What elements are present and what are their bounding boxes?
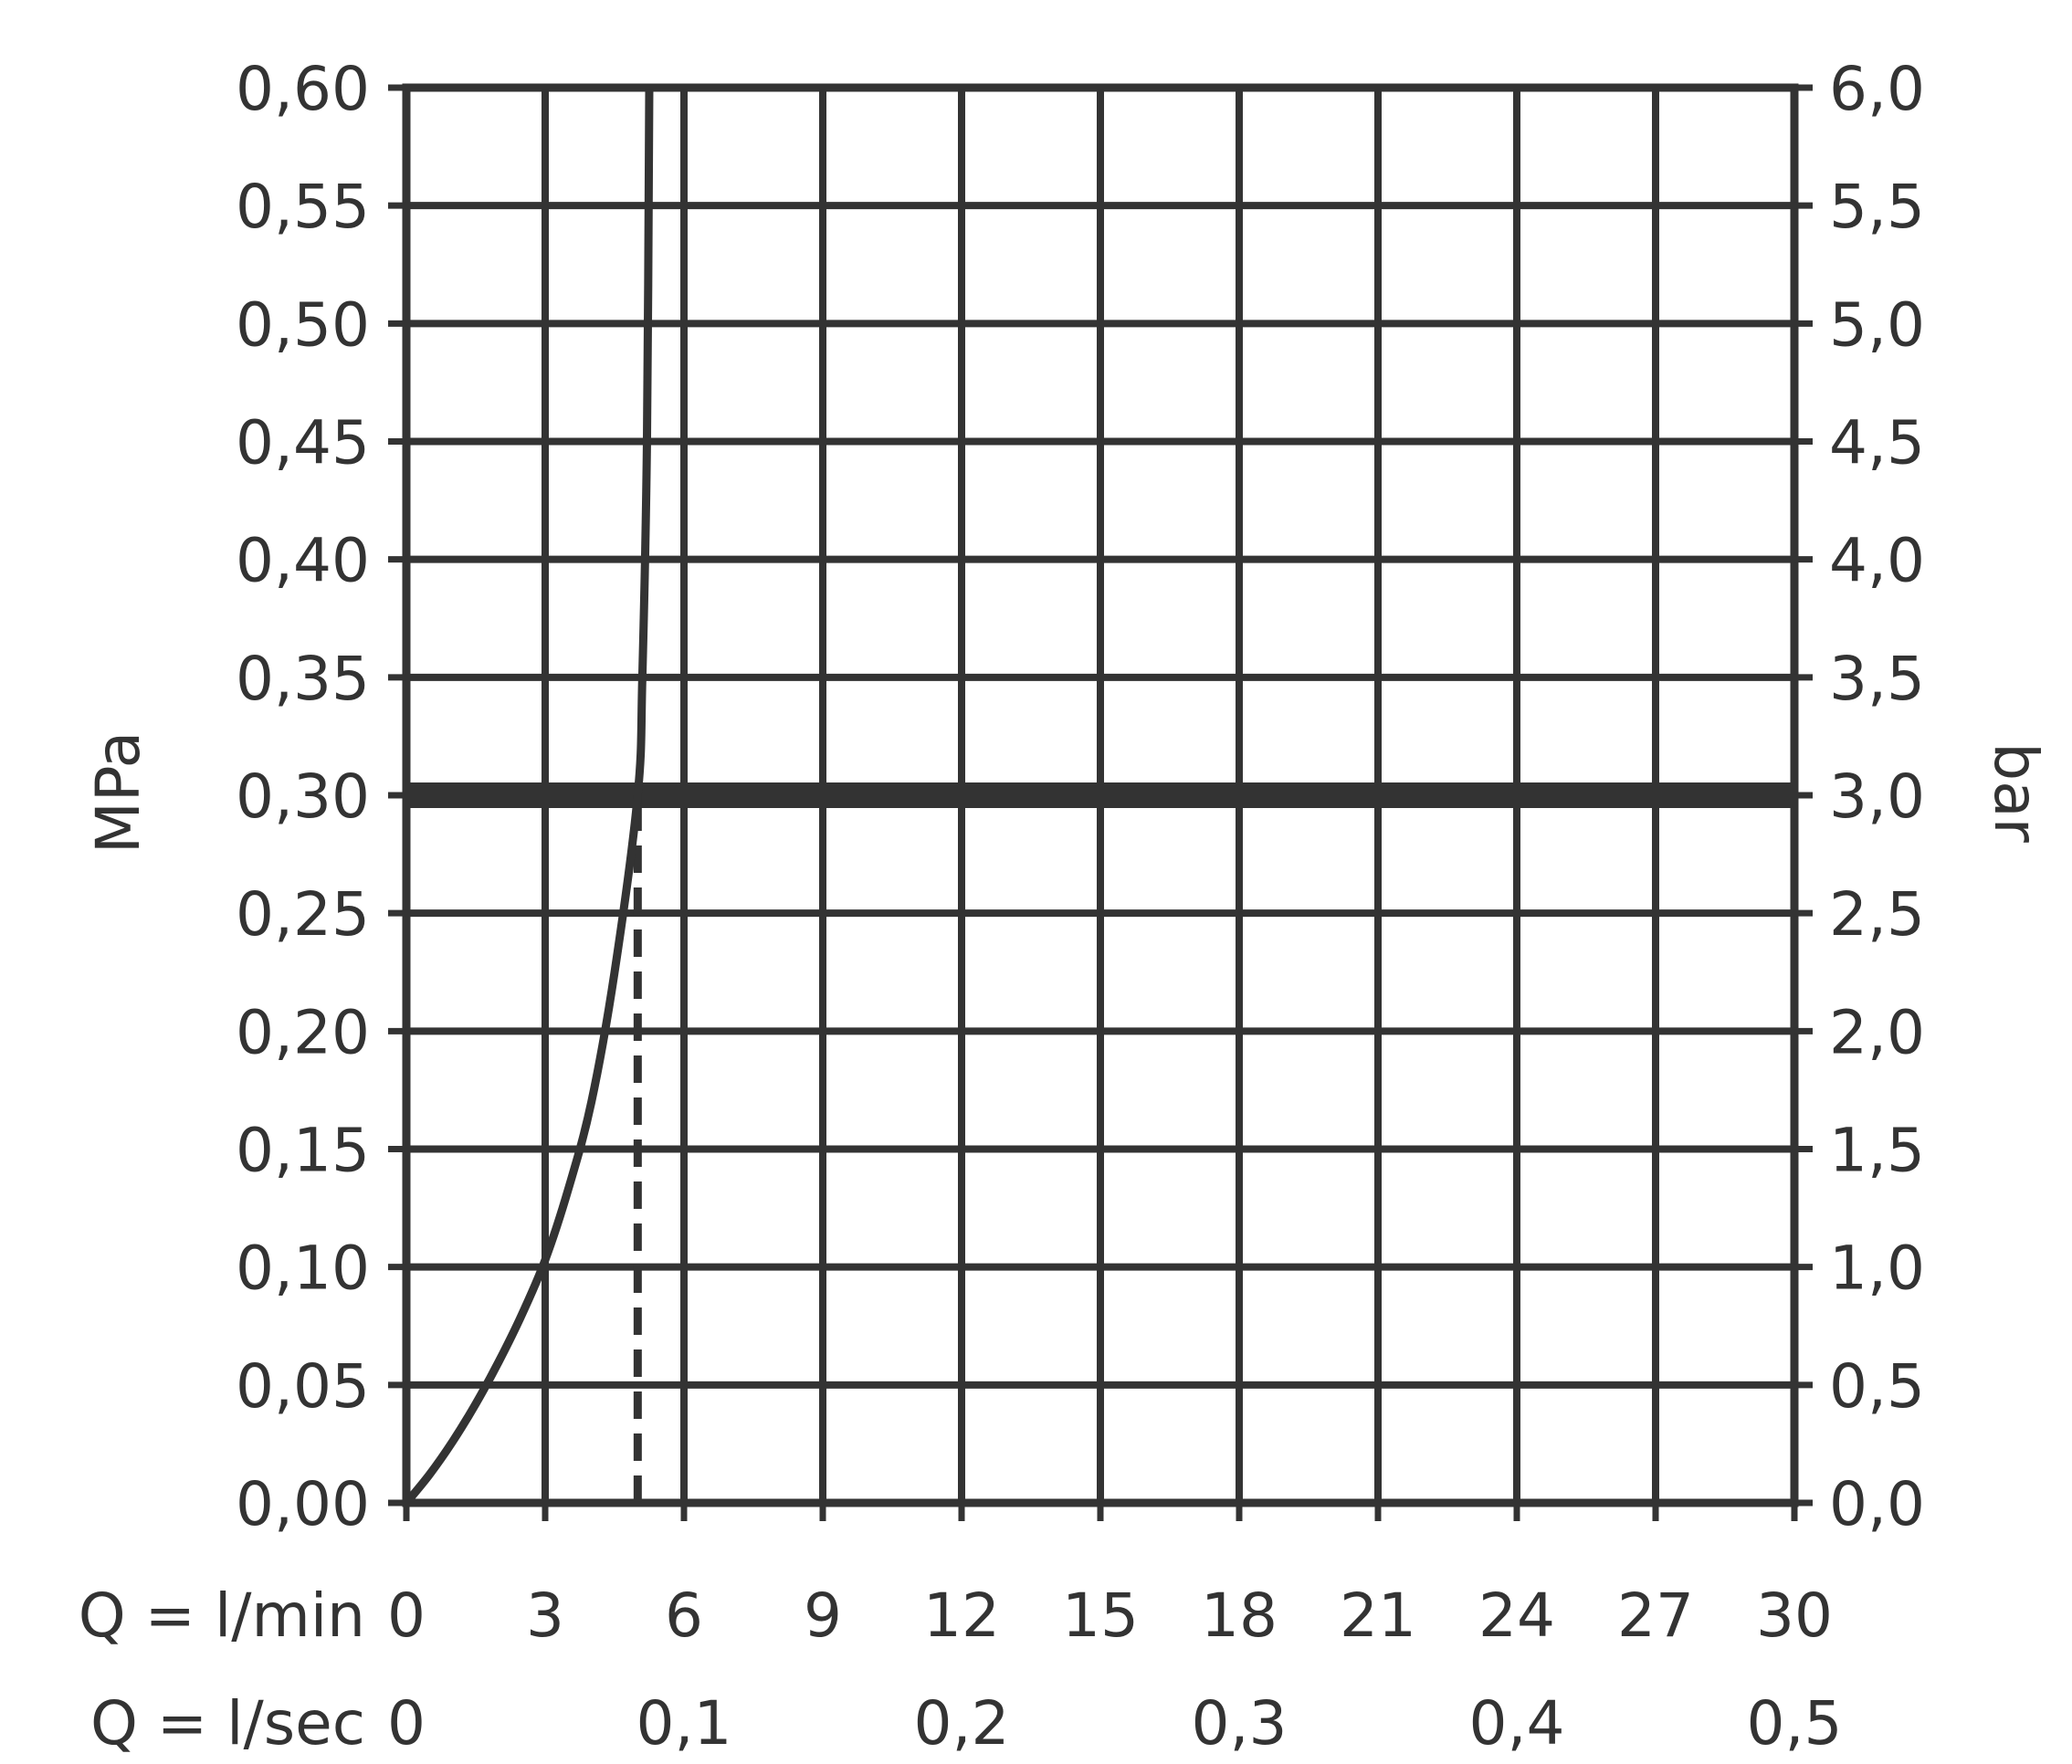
x-tick-label-lpm: 21: [1340, 1580, 1416, 1651]
y-tick-label-right: 4,0: [1829, 526, 1925, 596]
y-tick-label-right: 2,5: [1829, 879, 1925, 950]
y-tick-label-left: 0,50: [236, 289, 370, 360]
y-tick-label-left: 0,30: [236, 761, 370, 832]
y-tick-label-right: 2,0: [1829, 997, 1925, 1067]
x-tick-label-lps: 0,2: [914, 1688, 1010, 1759]
x-tick-label-lpm: 9: [804, 1580, 842, 1651]
y-tick-label-left: 0,25: [236, 879, 370, 950]
axis-ticks: [388, 84, 1813, 1521]
x-tick-label-lpm: 18: [1201, 1580, 1278, 1651]
x-tick-label-lpm: 6: [665, 1580, 703, 1651]
x-axis-title-lpm: Q = l/min: [79, 1580, 365, 1651]
x-tick-label-lpm: 12: [923, 1580, 1000, 1651]
x-tick-label-lps: 0,4: [1469, 1688, 1565, 1759]
x-tick-label-lps: 0,1: [636, 1688, 732, 1759]
y-tick-label-left: 0,10: [236, 1234, 370, 1304]
x-axis-title-lps: Q = l/sec: [90, 1688, 365, 1759]
x-tick-label-lps: 0: [387, 1688, 426, 1759]
x-tick-label-lpm: 30: [1756, 1580, 1833, 1651]
y-tick-label-right: 5,0: [1829, 289, 1925, 360]
y-tick-label-right: 4,5: [1829, 408, 1925, 478]
x-tick-label-lps: 0,3: [1192, 1688, 1288, 1759]
y-tick-label-right: 3,0: [1829, 761, 1925, 832]
y-tick-label-right: 0,5: [1829, 1351, 1925, 1422]
y-tick-label-right: 3,5: [1829, 644, 1925, 714]
y-tick-label-left: 0,55: [236, 172, 370, 242]
x-tick-label-lpm: 15: [1062, 1580, 1139, 1651]
y-tick-label-right: 1,5: [1829, 1116, 1925, 1186]
tick-labels: 0,00 0,00,05 0,50,10 1,00,15 1,50,20 2,00,25 2…: [236, 54, 1925, 1759]
y-tick-label-left: 0,20: [236, 997, 370, 1067]
y-tick-label-left: 0,40: [236, 526, 370, 596]
y-tick-label-right: 0,0: [1829, 1469, 1925, 1539]
y-tick-label-left: 0,05: [236, 1351, 370, 1422]
y-axis-title-left: MPa: [83, 731, 153, 854]
y-tick-label-right: 5,5: [1829, 172, 1925, 242]
x-tick-label-lpm: 24: [1478, 1580, 1555, 1651]
y-tick-label-left: 0,00: [236, 1469, 370, 1539]
series: [403, 87, 654, 1506]
y-axis-title-right: bar: [1981, 742, 2051, 843]
x-tick-label-lpm: 27: [1617, 1580, 1694, 1651]
y-tick-label-left: 0,15: [236, 1116, 370, 1186]
y-tick-label-right: 6,0: [1829, 54, 1925, 124]
x-tick-label-lpm: 0: [387, 1580, 426, 1651]
y-tick-label-left: 0,35: [236, 644, 370, 714]
y-tick-label-left: 0,60: [236, 54, 370, 124]
y-tick-label-right: 1,0: [1829, 1234, 1925, 1304]
y-tick-label-left: 0,45: [236, 408, 370, 478]
x-tick-label-lpm: 3: [526, 1580, 564, 1651]
flow-curve: [403, 87, 654, 1506]
x-tick-label-lps: 0,5: [1747, 1688, 1843, 1759]
